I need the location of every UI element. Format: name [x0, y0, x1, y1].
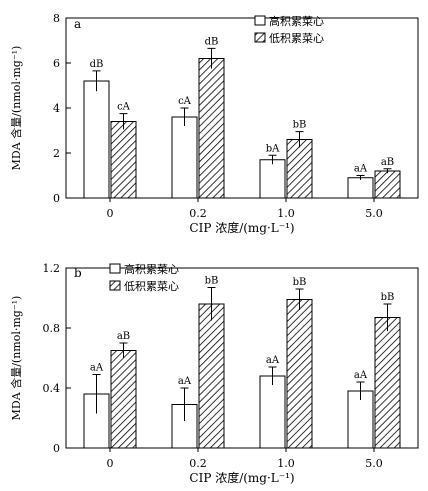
bar-low: [198, 303, 225, 449]
legend-label: 低积累菜心: [269, 32, 324, 45]
data-label: bB: [293, 277, 307, 288]
bar-high: [171, 116, 198, 199]
x-tick-label: 0.2: [189, 207, 207, 220]
bar-low: [374, 170, 401, 199]
data-label: bB: [293, 120, 307, 131]
bar-high: [259, 375, 286, 449]
legend-label: 低积累菜心: [124, 280, 179, 293]
bar-high: [259, 159, 286, 199]
y-tick-label: 4: [53, 102, 60, 115]
panel-label: a: [74, 17, 81, 31]
bar-low: [110, 121, 137, 199]
x-tick-label: 1.0: [277, 207, 295, 220]
panel-label: b: [74, 266, 82, 280]
bar-low: [198, 58, 225, 199]
legend-label: 高积累菜心: [124, 262, 179, 276]
data-label: aA: [90, 363, 104, 374]
data-label: dB: [90, 59, 104, 70]
y-axis-label: MDA 含量/(nmol·mg⁻¹): [9, 46, 23, 171]
data-label: aA: [178, 376, 192, 387]
bar-low: [286, 299, 313, 449]
y-axis-label: MDA 含量/(nmol·mg⁻¹): [9, 296, 23, 421]
x-axis-label: CIP 浓度/(mg·L⁻¹): [189, 220, 294, 235]
y-tick-label: 6: [53, 57, 60, 70]
data-label: aA: [354, 164, 368, 175]
data-label: aA: [266, 355, 280, 366]
data-label: bA: [266, 143, 280, 154]
y-tick-label: 0.4: [43, 382, 61, 395]
x-axis-label: CIP 浓度/(mg·L⁻¹): [189, 470, 294, 485]
legend-swatch: [254, 32, 266, 43]
bar-high: [347, 177, 374, 199]
data-label: aB: [381, 157, 394, 168]
data-label: bB: [381, 292, 395, 303]
bar-high: [83, 80, 110, 199]
data-label: cA: [117, 102, 131, 113]
x-tick-label: 1.0: [277, 457, 295, 470]
x-tick-label: 0: [107, 207, 114, 220]
chart-panel-b: 0 0.4 0.8 1.2 MDA 含量/(nmol·mg⁻¹) 0 aA aB 0.2 aA bB…: [9, 262, 419, 485]
bar-low: [110, 350, 137, 449]
y-tick-label: 2: [53, 147, 60, 160]
data-label: dB: [205, 36, 219, 47]
y-tick-label: 8: [53, 12, 60, 25]
legend-swatch: [109, 263, 121, 274]
legend-swatch: [254, 15, 266, 26]
data-label: bB: [205, 276, 219, 287]
y-tick-label: 1.2: [43, 262, 61, 275]
data-label: aA: [354, 370, 368, 381]
x-tick-label: 5.0: [365, 207, 383, 220]
legend-label: 高积累菜心: [269, 14, 324, 28]
plot-frame: [65, 267, 419, 449]
y-tick-label: 0: [53, 192, 60, 205]
x-tick-label: 0.2: [189, 457, 207, 470]
x-tick-label: 0: [107, 457, 114, 470]
legend-swatch: [109, 280, 121, 291]
chart-panel-a: 0 2 4 6 8 MDA 含量/(nmol·mg⁻¹) 0 dB cA 0.2 cA dB 1.0 bA…: [9, 12, 419, 235]
y-tick-label: 0: [53, 442, 60, 455]
bar-low: [374, 317, 401, 449]
data-label: cA: [178, 96, 192, 107]
data-label: aB: [117, 331, 130, 342]
bar-low: [286, 139, 313, 199]
x-tick-label: 5.0: [365, 457, 383, 470]
y-tick-label: 0.8: [43, 322, 61, 335]
